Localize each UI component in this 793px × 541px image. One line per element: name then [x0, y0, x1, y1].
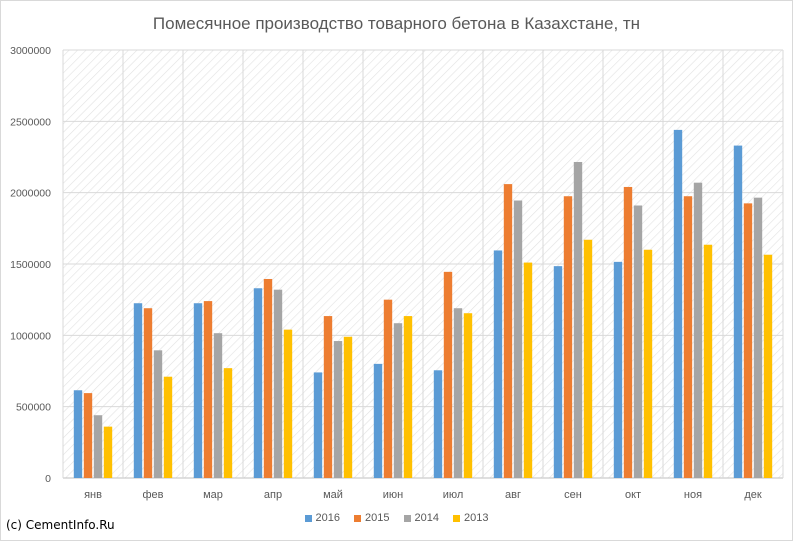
chart-title: Помесячное производство товарного бетона… [152, 14, 641, 33]
x-tick-label: июл [443, 489, 464, 501]
bar [493, 250, 503, 478]
x-tick-label: апр [264, 489, 282, 501]
bar [743, 203, 753, 478]
legend-item: 2014 [403, 512, 439, 524]
x-tick-label: ноя [684, 489, 702, 501]
legend-item: 2015 [354, 512, 390, 524]
bar [643, 249, 653, 478]
y-tick-label: 2000000 [10, 188, 51, 200]
bar [403, 316, 413, 478]
x-tick-label: июн [383, 489, 403, 501]
bar [563, 196, 573, 478]
x-tick-label: мар [203, 489, 223, 501]
x-tick-label: дек [744, 489, 762, 501]
bar [383, 299, 393, 478]
bar [753, 197, 763, 478]
bar [103, 426, 113, 478]
bar [313, 372, 323, 478]
y-tick-label: 0 [45, 473, 51, 485]
bar [373, 363, 383, 478]
legend-label: 2016 [315, 512, 341, 524]
bar [83, 393, 93, 478]
bar [333, 341, 343, 478]
bar [93, 415, 103, 478]
y-tick-label: 1000000 [10, 330, 51, 342]
bar [693, 182, 703, 478]
bar [73, 390, 83, 478]
bar [733, 145, 743, 478]
x-tick-label: сен [564, 489, 582, 501]
bar [393, 323, 403, 478]
bar [443, 271, 453, 478]
bar [223, 368, 233, 478]
x-tick-label: авг [505, 489, 521, 501]
bar [673, 129, 683, 479]
bar [503, 184, 513, 478]
bar [273, 289, 283, 478]
x-tick-label: фев [142, 489, 163, 501]
legend-swatch [403, 514, 411, 522]
bar [583, 239, 593, 478]
bar [143, 308, 153, 478]
bar [453, 308, 463, 478]
bar [613, 261, 623, 478]
bar [433, 370, 443, 478]
bar [323, 316, 333, 478]
bar [703, 244, 713, 478]
bar [253, 288, 263, 478]
bar [523, 262, 533, 478]
bar [203, 301, 213, 478]
chart-legend: 2016 2015 2014 2013 [0, 512, 793, 524]
bar [163, 376, 173, 478]
bar [623, 186, 633, 478]
bar [133, 303, 143, 478]
bar [513, 200, 523, 478]
y-tick-label: 500000 [16, 402, 51, 414]
bar [153, 350, 163, 478]
legend-item: 2013 [452, 512, 489, 524]
bar [463, 313, 473, 478]
legend-swatch [304, 514, 312, 522]
x-tick-label: янв [84, 489, 102, 501]
bar [343, 336, 353, 478]
legend-swatch [354, 514, 362, 522]
y-tick-label: 1500000 [10, 259, 51, 271]
bar [683, 196, 693, 478]
legend-swatch [452, 514, 460, 522]
legend-label: 2015 [365, 512, 390, 524]
y-tick-label: 3000000 [10, 45, 51, 57]
credit-text: (c) CementInfo.Ru [6, 518, 115, 532]
bar [633, 205, 643, 479]
bar [553, 266, 563, 478]
bar [763, 254, 773, 478]
y-tick-label: 2500000 [10, 116, 51, 128]
legend-label: 2013 [463, 512, 489, 524]
bar [573, 161, 583, 478]
x-tick-label: май [323, 489, 343, 501]
x-tick-label: окт [625, 489, 641, 501]
bar [283, 329, 293, 478]
bar [213, 333, 223, 478]
legend-item: 2016 [304, 512, 341, 524]
bar [193, 303, 203, 478]
bar [263, 278, 273, 478]
legend-label: 2014 [414, 512, 439, 524]
